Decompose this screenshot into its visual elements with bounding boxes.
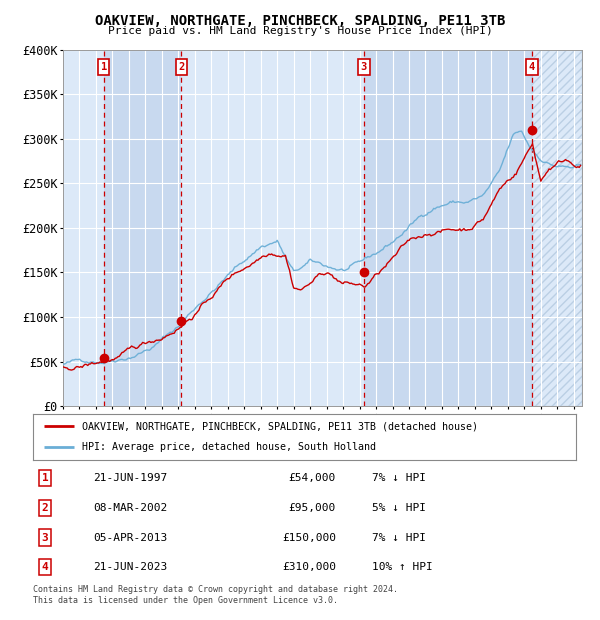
Text: £54,000: £54,000 <box>289 473 336 483</box>
Text: 1: 1 <box>41 473 49 483</box>
Text: 10% ↑ HPI: 10% ↑ HPI <box>372 562 433 572</box>
Text: 4: 4 <box>41 562 49 572</box>
Text: OAKVIEW, NORTHGATE, PINCHBECK, SPALDING, PE11 3TB (detached house): OAKVIEW, NORTHGATE, PINCHBECK, SPALDING,… <box>82 421 478 431</box>
Text: 5% ↓ HPI: 5% ↓ HPI <box>372 503 426 513</box>
Text: 2: 2 <box>41 503 49 513</box>
Text: HPI: Average price, detached house, South Holland: HPI: Average price, detached house, Sout… <box>82 443 376 453</box>
Text: Price paid vs. HM Land Registry's House Price Index (HPI): Price paid vs. HM Land Registry's House … <box>107 26 493 36</box>
Text: £95,000: £95,000 <box>289 503 336 513</box>
Text: 3: 3 <box>41 533 49 542</box>
Text: 05-APR-2013: 05-APR-2013 <box>93 533 167 542</box>
Bar <box>181 50 364 406</box>
Text: 7% ↓ HPI: 7% ↓ HPI <box>372 473 426 483</box>
Text: OAKVIEW, NORTHGATE, PINCHBECK, SPALDING, PE11 3TB: OAKVIEW, NORTHGATE, PINCHBECK, SPALDING,… <box>95 14 505 28</box>
Text: 1: 1 <box>101 62 107 72</box>
Text: 08-MAR-2002: 08-MAR-2002 <box>93 503 167 513</box>
Text: 4: 4 <box>529 62 535 72</box>
Bar <box>104 50 181 406</box>
Text: £150,000: £150,000 <box>282 533 336 542</box>
Bar <box>532 50 582 406</box>
Text: 21-JUN-2023: 21-JUN-2023 <box>93 562 167 572</box>
Text: 7% ↓ HPI: 7% ↓ HPI <box>372 533 426 542</box>
Text: 2: 2 <box>178 62 184 72</box>
Bar <box>63 50 104 406</box>
Text: 3: 3 <box>361 62 367 72</box>
Text: £310,000: £310,000 <box>282 562 336 572</box>
Text: 21-JUN-1997: 21-JUN-1997 <box>93 473 167 483</box>
Bar <box>364 50 532 406</box>
Text: Contains HM Land Registry data © Crown copyright and database right 2024.
This d: Contains HM Land Registry data © Crown c… <box>33 585 398 604</box>
